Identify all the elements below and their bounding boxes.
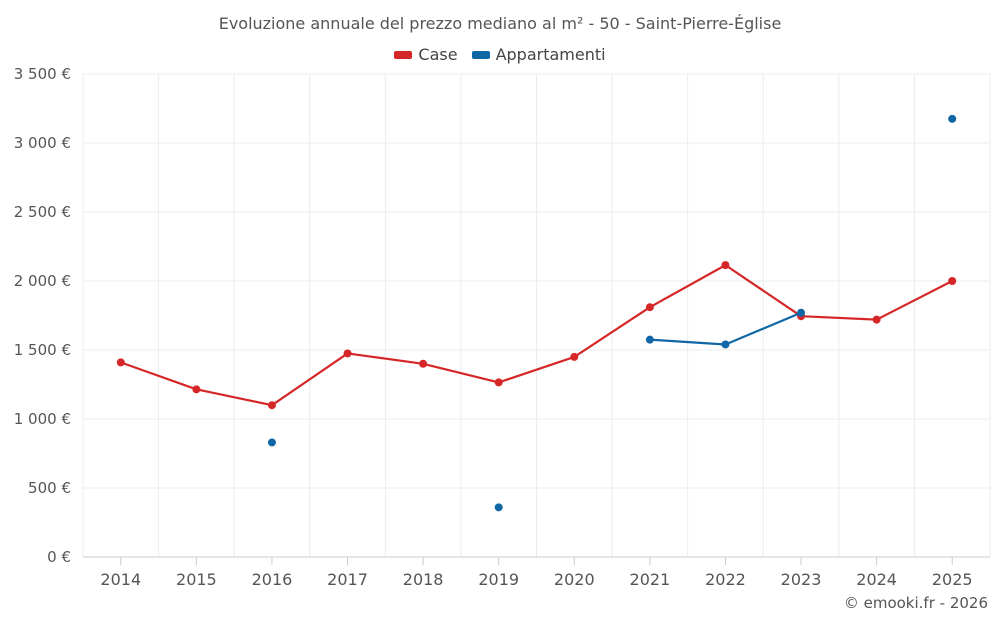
legend-item-appartamenti[interactable]: Appartamenti xyxy=(471,45,606,64)
series-appartamenti xyxy=(267,114,957,512)
x-tick-label: 2014 xyxy=(100,570,141,589)
data-point-case xyxy=(570,352,579,361)
x-tick-label: 2021 xyxy=(630,570,671,589)
y-tick-label: 3 000 € xyxy=(14,134,71,152)
x-tick-label: 2020 xyxy=(554,570,595,589)
credit-text: © emooki.fr - 2026 xyxy=(843,594,988,612)
data-point-case xyxy=(872,315,881,324)
y-tick-label: 3 500 € xyxy=(14,65,71,83)
x-tick-label: 2025 xyxy=(932,570,973,589)
data-point-appartamenti xyxy=(948,114,957,123)
data-point-case xyxy=(267,401,276,410)
x-tick-label: 2019 xyxy=(478,570,519,589)
data-point-case xyxy=(419,359,428,368)
legend-label-case: Case xyxy=(418,45,458,64)
y-tick-label: 500 € xyxy=(28,479,71,497)
series-line-appartamenti xyxy=(649,311,802,346)
x-tick-label: 2018 xyxy=(403,570,444,589)
legend: Case Appartamenti xyxy=(0,45,1000,64)
data-point-case xyxy=(343,349,352,358)
x-tick-label: 2016 xyxy=(252,570,293,589)
y-tick-label: 2 000 € xyxy=(14,272,71,290)
x-tick-label: 2015 xyxy=(176,570,217,589)
data-point-case xyxy=(192,385,201,394)
y-tick-label: 2 500 € xyxy=(14,203,71,221)
legend-swatch-appartamenti xyxy=(471,50,490,59)
legend-swatch-case xyxy=(394,50,413,59)
data-point-case xyxy=(494,378,503,387)
y-tick-label: 1 500 € xyxy=(14,341,71,359)
y-tick-label: 0 € xyxy=(47,548,71,566)
data-point-appartamenti xyxy=(721,340,730,349)
data-point-case xyxy=(645,303,654,312)
y-tick-label: 1 000 € xyxy=(14,410,71,428)
data-point-appartamenti xyxy=(494,503,503,512)
x-tick-label: 2024 xyxy=(856,570,897,589)
data-point-case xyxy=(116,358,125,367)
chart-title: Evoluzione annuale del prezzo mediano al… xyxy=(218,14,782,33)
data-point-case xyxy=(948,277,957,285)
x-tick-label: 2017 xyxy=(327,570,368,589)
legend-label-appartamenti: Appartamenti xyxy=(495,45,606,64)
legend-item-case[interactable]: Case xyxy=(394,45,458,64)
data-point-appartamenti xyxy=(797,308,806,317)
x-tick-label: 2023 xyxy=(781,570,822,589)
data-point-case xyxy=(721,261,730,270)
x-tick-label: 2022 xyxy=(705,570,746,589)
data-point-appartamenti xyxy=(267,438,276,447)
data-point-appartamenti xyxy=(645,335,654,344)
series-line-case xyxy=(120,264,953,407)
